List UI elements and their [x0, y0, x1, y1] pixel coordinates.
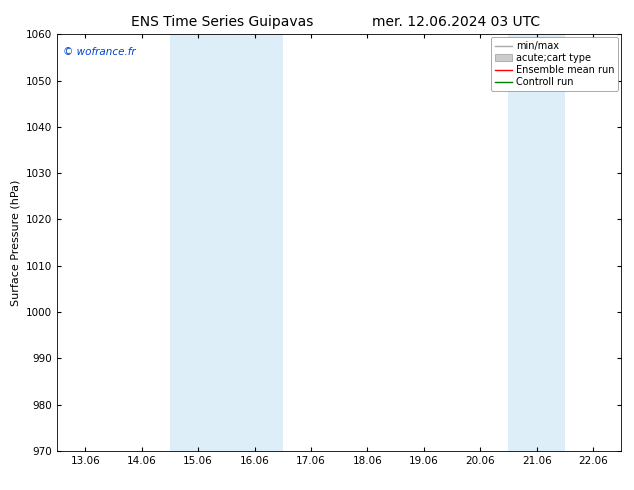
Bar — [508, 34, 565, 451]
Legend: min/max, acute;cart type, Ensemble mean run, Controll run: min/max, acute;cart type, Ensemble mean … — [491, 37, 618, 91]
Bar — [170, 34, 226, 451]
Text: ENS Time Series Guipavas: ENS Time Series Guipavas — [131, 15, 313, 29]
Text: mer. 12.06.2024 03 UTC: mer. 12.06.2024 03 UTC — [372, 15, 541, 29]
Bar — [226, 34, 283, 451]
Y-axis label: Surface Pressure (hPa): Surface Pressure (hPa) — [10, 179, 20, 306]
Text: © wofrance.fr: © wofrance.fr — [63, 47, 135, 57]
